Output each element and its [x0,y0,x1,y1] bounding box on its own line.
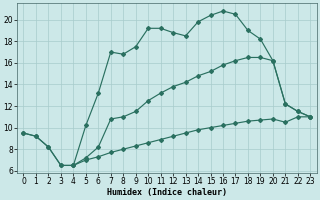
X-axis label: Humidex (Indice chaleur): Humidex (Indice chaleur) [107,188,227,197]
